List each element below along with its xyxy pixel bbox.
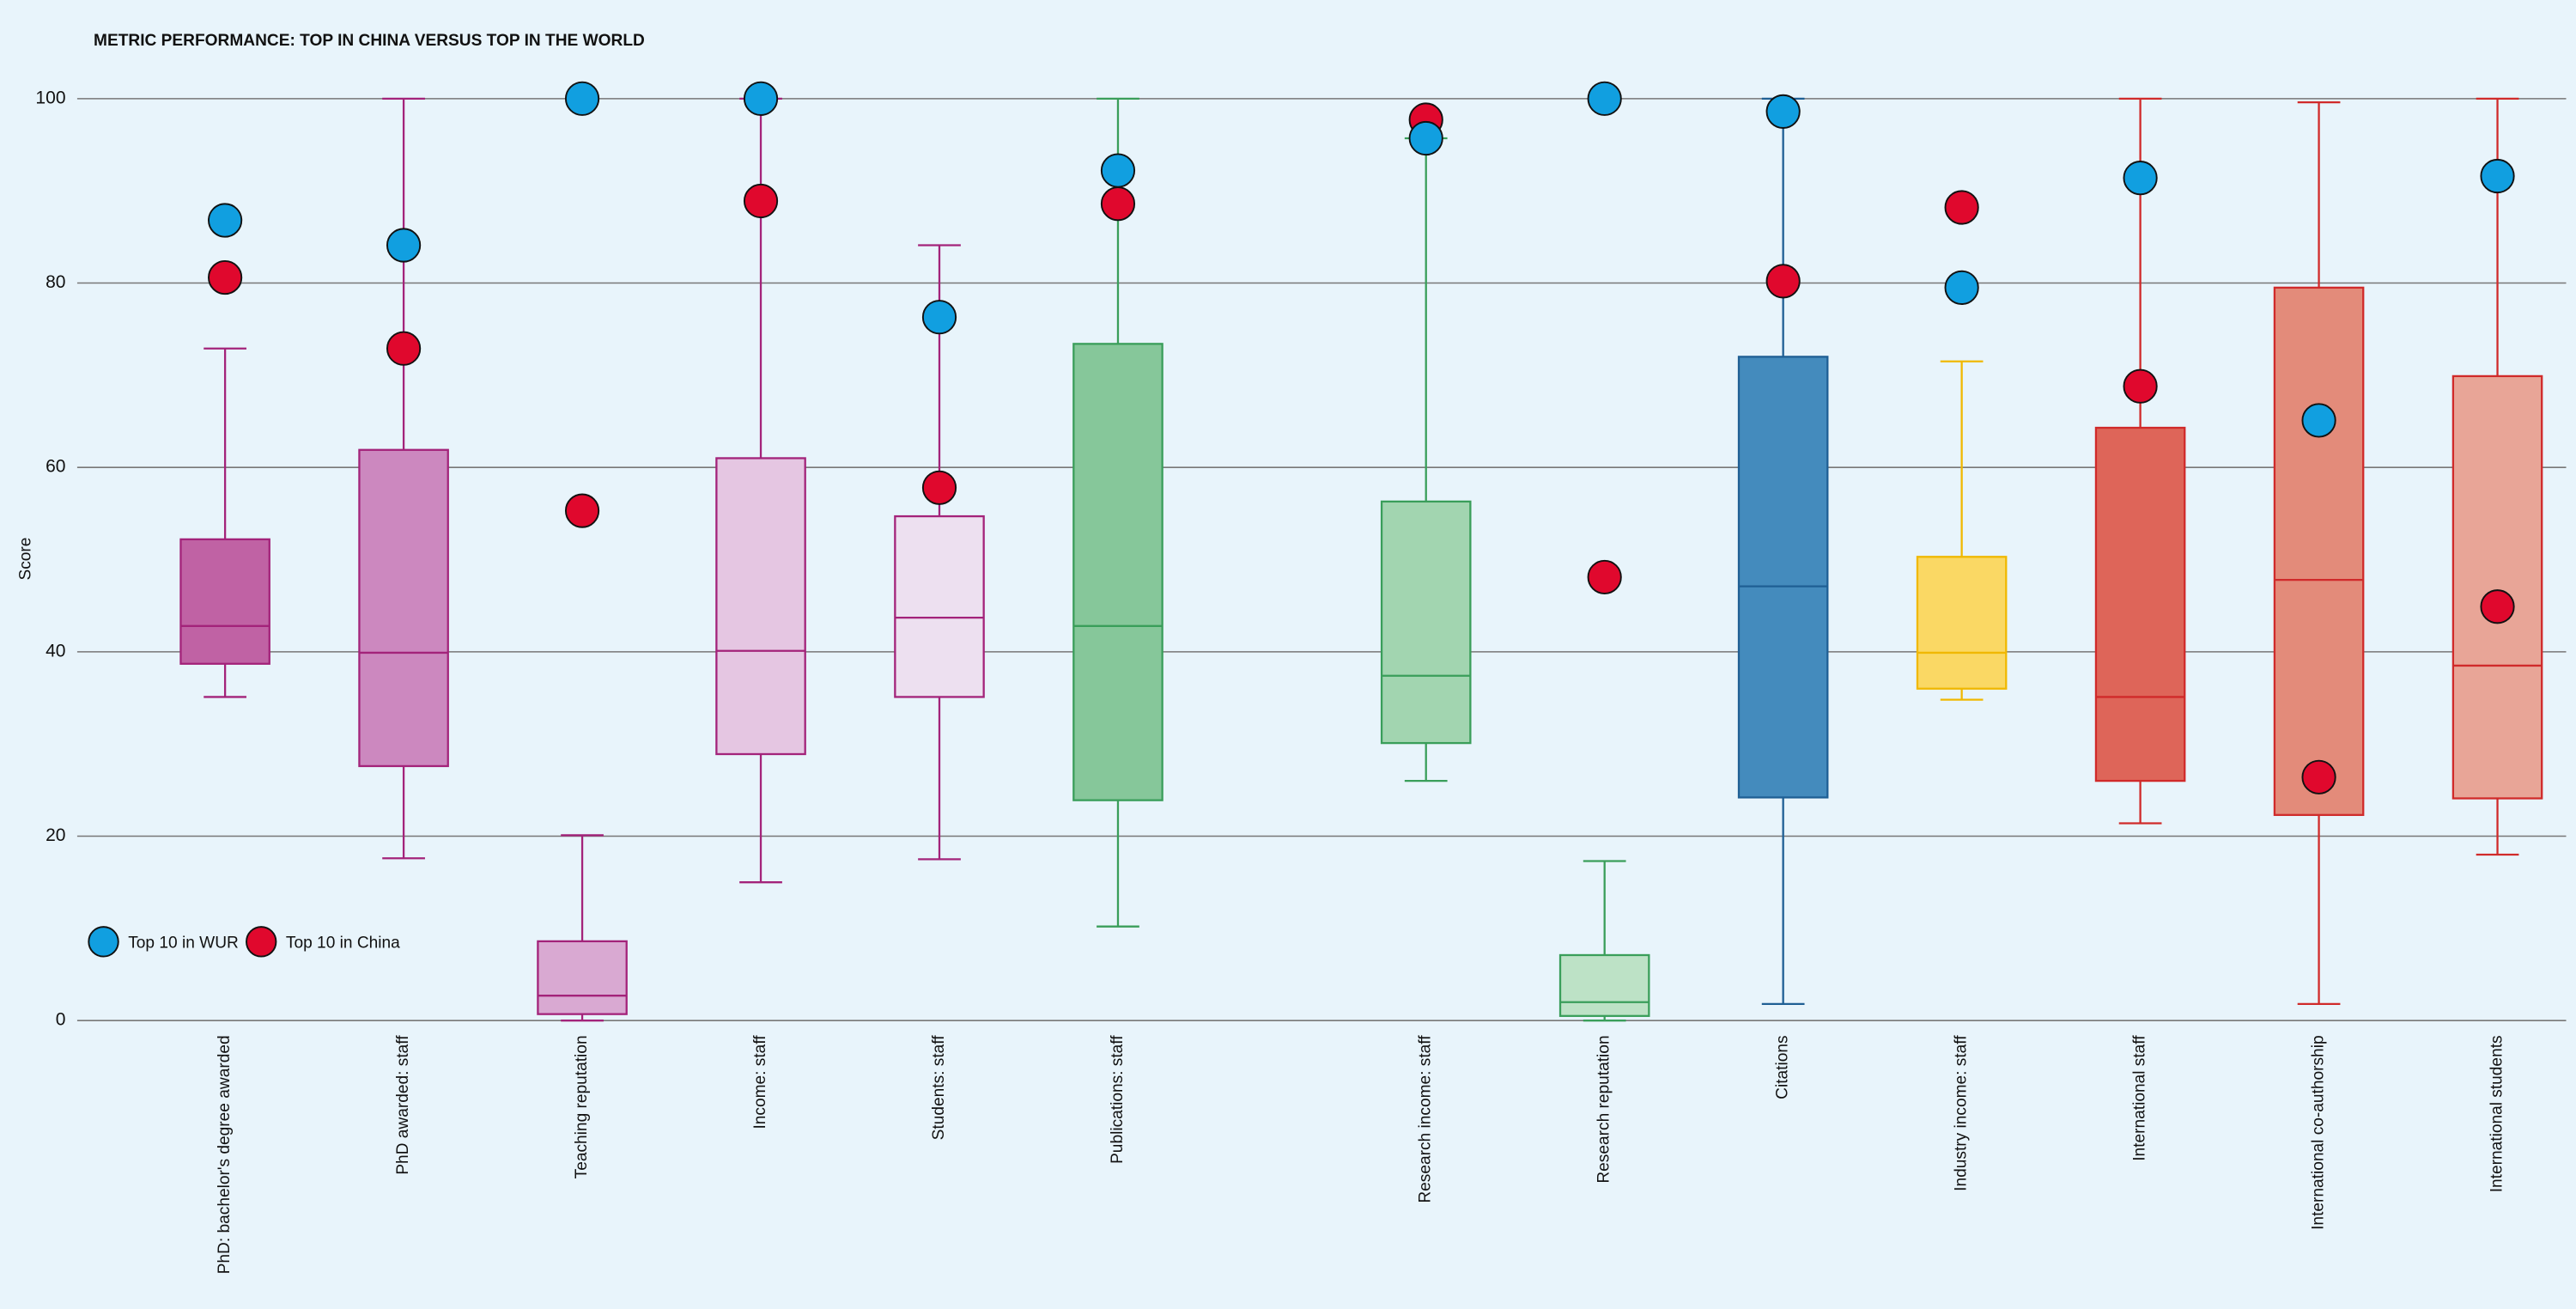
x-tick-label: Income: staff xyxy=(751,1035,769,1129)
box xyxy=(1737,356,1829,799)
x-tick-label: Citations xyxy=(1774,1035,1792,1099)
box xyxy=(2094,426,2186,782)
legend-label: Top 10 in China xyxy=(286,934,400,952)
y-tick-label: 0 xyxy=(56,1010,66,1030)
y-tick-label: 100 xyxy=(35,88,65,107)
marker xyxy=(564,81,600,116)
marker xyxy=(208,259,243,295)
marker xyxy=(1944,270,1979,305)
x-tick-label: International staff xyxy=(2131,1035,2149,1161)
marker xyxy=(1765,94,1801,129)
box xyxy=(1380,500,1472,745)
x-tick-label: International co-authorship xyxy=(2310,1035,2328,1229)
box xyxy=(1916,556,2008,690)
marker xyxy=(208,203,243,238)
x-tick-label: International students xyxy=(2488,1035,2506,1192)
marker xyxy=(2301,403,2336,438)
marker xyxy=(2480,158,2515,194)
marker xyxy=(1100,186,1136,222)
marker xyxy=(743,183,779,219)
legend-marker xyxy=(246,926,277,958)
box xyxy=(1558,953,1650,1017)
x-tick-label: PhD awarded: staff xyxy=(394,1035,412,1175)
x-tick-label: PhD: bachelor's degree awarded xyxy=(216,1035,234,1274)
marker xyxy=(1587,559,1622,594)
box xyxy=(358,448,449,768)
chart-title: METRIC PERFORMANCE: TOP IN CHINA VERSUS … xyxy=(94,32,645,50)
box xyxy=(179,538,270,665)
legend-marker xyxy=(88,926,119,958)
box xyxy=(2273,286,2365,816)
box xyxy=(715,457,806,756)
marker xyxy=(1765,264,1801,299)
marker xyxy=(743,81,779,116)
x-tick-label: Publications: staff xyxy=(1109,1035,1127,1164)
marker xyxy=(921,300,957,335)
x-tick-label: Research reputation xyxy=(1595,1035,1613,1183)
legend-label: Top 10 in WUR xyxy=(128,934,239,952)
marker xyxy=(2301,759,2336,795)
marker xyxy=(2123,368,2158,404)
y-tick-label: 20 xyxy=(46,825,65,845)
y-axis-label: Score xyxy=(17,538,35,581)
marker xyxy=(2123,161,2158,196)
y-tick-label: 60 xyxy=(46,457,65,477)
y-tick-label: 40 xyxy=(46,641,65,661)
x-tick-label: Students: staff xyxy=(930,1035,948,1141)
marker xyxy=(921,470,957,505)
marker xyxy=(1100,153,1136,188)
x-tick-label: Teaching reputation xyxy=(573,1035,591,1178)
marker xyxy=(386,228,422,263)
box xyxy=(1072,343,1163,801)
marker xyxy=(1944,190,1979,225)
box xyxy=(537,940,628,1015)
marker xyxy=(1587,81,1622,116)
marker xyxy=(1408,120,1443,156)
box xyxy=(2451,374,2543,800)
x-tick-label: Industry income: staff xyxy=(1953,1035,1971,1191)
y-tick-label: 80 xyxy=(46,272,65,292)
marker xyxy=(386,331,422,366)
x-tick-label: Research income: staff xyxy=(1417,1035,1435,1203)
marker xyxy=(2480,589,2515,624)
box xyxy=(894,514,985,698)
marker xyxy=(564,493,600,528)
